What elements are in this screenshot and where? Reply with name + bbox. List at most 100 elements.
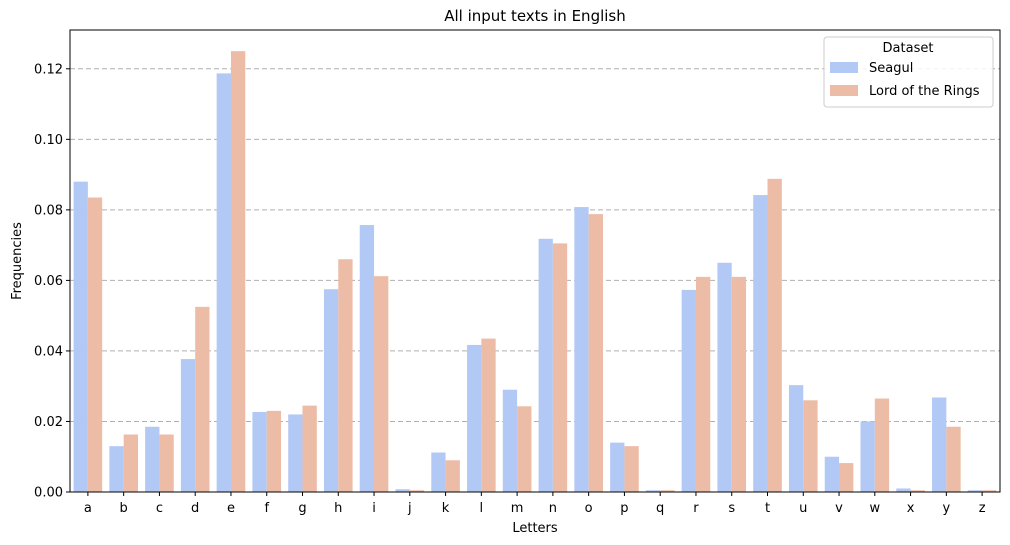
y-axis-label: Frequencies bbox=[10, 222, 25, 300]
bar-seagul-l bbox=[467, 344, 482, 492]
bar-lotr-l bbox=[481, 338, 496, 492]
bar-seagul-q bbox=[645, 490, 661, 492]
bar-lotr-v bbox=[839, 463, 854, 492]
bar-lotr-h bbox=[338, 259, 353, 492]
x-tick-label: l bbox=[480, 501, 484, 516]
bar-lotr-b bbox=[123, 434, 138, 492]
x-tick-label: j bbox=[407, 501, 412, 516]
bar-seagul-n bbox=[538, 238, 553, 492]
x-tick-label: r bbox=[693, 501, 699, 516]
y-tick-label: 0.10 bbox=[34, 133, 63, 148]
legend-swatch-lotr bbox=[830, 85, 858, 96]
bar-lotr-j bbox=[409, 490, 425, 492]
bar-seagul-o bbox=[574, 207, 589, 493]
bar-lotr-e bbox=[230, 51, 246, 492]
legend: Dataset Seagul Lord of the Rings bbox=[823, 36, 994, 108]
y-tick-label: 0.06 bbox=[34, 274, 63, 289]
x-tick-label: f bbox=[264, 501, 269, 516]
x-tick-label: z bbox=[979, 501, 986, 516]
bar-seagul-g bbox=[288, 414, 303, 492]
x-tick-label: a bbox=[84, 501, 92, 516]
bar-lotr-d bbox=[195, 306, 210, 492]
x-tick-label: v bbox=[835, 501, 843, 516]
bar-lotr-o bbox=[588, 214, 603, 492]
x-axis-ticks: a b c d e f g h i j k l m n o p q r s t u v w x y z bbox=[84, 492, 986, 516]
x-tick-label: i bbox=[372, 501, 376, 516]
legend-swatch-seagul bbox=[830, 62, 858, 73]
x-tick-label: m bbox=[511, 501, 524, 516]
bar-seagul-e bbox=[216, 73, 231, 492]
bar-lotr-c bbox=[159, 434, 174, 492]
bar-seagul-b bbox=[109, 446, 124, 492]
bar-seagul-t bbox=[753, 195, 768, 492]
bar-seagul-i bbox=[359, 225, 375, 493]
x-tick-label: w bbox=[869, 501, 880, 516]
bar-lotr-f bbox=[266, 410, 282, 492]
legend-box bbox=[823, 36, 994, 108]
plot-frame bbox=[69, 29, 1001, 493]
bar-seagul-c bbox=[145, 426, 160, 492]
x-tick-label: s bbox=[728, 501, 735, 516]
bar-seagul-j bbox=[395, 489, 410, 492]
y-tick-label: 0.02 bbox=[34, 415, 63, 430]
bar-lotr-t bbox=[767, 178, 782, 492]
bar-seagul-p bbox=[610, 442, 625, 492]
x-axis-label: Letters bbox=[512, 521, 558, 536]
x-tick-label: e bbox=[227, 501, 235, 516]
y-tick-label: 0.08 bbox=[34, 203, 63, 218]
bar-seagul-v bbox=[824, 456, 840, 492]
bar-lotr-y bbox=[946, 426, 961, 492]
x-tick-label: c bbox=[156, 501, 163, 516]
bar-lotr-r bbox=[695, 276, 711, 492]
bar-seagul-a bbox=[73, 181, 88, 492]
legend-label-lotr: Lord of the Rings bbox=[869, 84, 980, 99]
bar-lotr-k bbox=[445, 460, 460, 492]
legend-title: Dataset bbox=[883, 41, 934, 56]
bars bbox=[73, 51, 997, 493]
bar-lotr-z bbox=[982, 490, 997, 492]
chart-title: All input texts in English bbox=[444, 7, 626, 25]
x-tick-label: d bbox=[191, 501, 199, 516]
bar-lotr-n bbox=[552, 243, 568, 492]
bar-seagul-m bbox=[502, 389, 518, 492]
x-tick-label: x bbox=[907, 501, 915, 516]
bar-seagul-h bbox=[323, 289, 339, 492]
bar-seagul-k bbox=[431, 452, 446, 492]
bar-seagul-z bbox=[967, 490, 983, 492]
bar-lotr-m bbox=[517, 406, 532, 492]
bar-seagul-u bbox=[788, 385, 804, 492]
bar-seagul-f bbox=[252, 411, 267, 492]
bar-lotr-u bbox=[803, 400, 818, 492]
y-axis-ticks: 0.00 0.02 0.04 0.06 0.08 0.10 0.12 bbox=[34, 62, 70, 501]
bar-lotr-i bbox=[374, 276, 389, 492]
x-tick-label: t bbox=[765, 501, 770, 516]
x-tick-label: p bbox=[620, 501, 628, 516]
y-tick-label: 0.00 bbox=[34, 486, 63, 501]
bar-lotr-g bbox=[302, 405, 317, 492]
bar-seagul-s bbox=[717, 262, 732, 492]
bar-lotr-p bbox=[624, 446, 639, 492]
bar-seagul-d bbox=[180, 359, 196, 492]
bar-lotr-s bbox=[731, 276, 747, 492]
x-tick-label: u bbox=[799, 501, 807, 516]
legend-label-seagul: Seagul bbox=[869, 61, 913, 76]
bar-seagul-y bbox=[932, 397, 947, 492]
bar-lotr-w bbox=[874, 398, 890, 492]
x-tick-label: q bbox=[656, 501, 664, 516]
x-tick-label: b bbox=[120, 501, 128, 516]
bar-lotr-x bbox=[910, 490, 925, 492]
y-tick-label: 0.12 bbox=[34, 62, 63, 77]
x-tick-label: k bbox=[442, 501, 450, 516]
x-tick-label: g bbox=[298, 501, 306, 516]
bar-seagul-r bbox=[681, 289, 696, 492]
x-tick-label: h bbox=[334, 501, 342, 516]
x-tick-label: n bbox=[549, 501, 557, 516]
bar-lotr-a bbox=[87, 197, 103, 492]
x-tick-label: o bbox=[585, 501, 593, 516]
bar-seagul-w bbox=[860, 421, 875, 492]
y-tick-label: 0.04 bbox=[34, 344, 63, 359]
bar-lotr-q bbox=[660, 490, 675, 492]
x-tick-label: y bbox=[942, 501, 950, 516]
bar-seagul-x bbox=[896, 488, 911, 492]
